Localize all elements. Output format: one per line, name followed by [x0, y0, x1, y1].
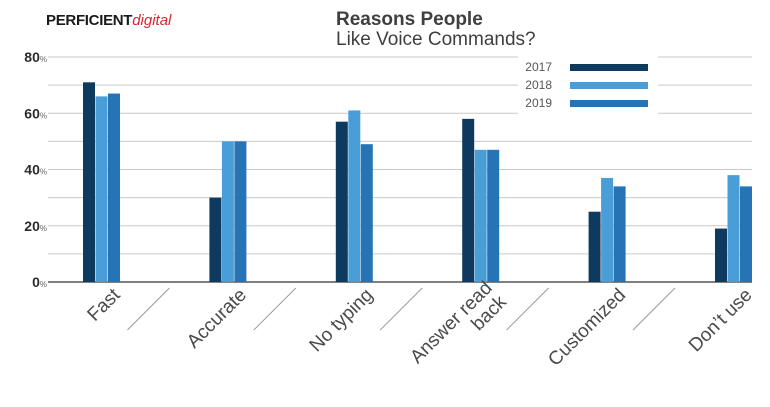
x-axis-labels: Fast Accurate No typing Answer readback Cust…	[84, 277, 757, 382]
bar	[95, 96, 108, 282]
bar	[335, 121, 348, 282]
bar	[348, 110, 361, 282]
category-separator	[506, 287, 549, 331]
chart-subtitle: Like Voice Commands?	[336, 29, 536, 50]
y-tick-label: 80%	[24, 49, 47, 65]
legend: 2017 2018 2019	[518, 53, 658, 116]
bar	[601, 177, 614, 282]
y-tick-label: 60%	[24, 105, 47, 121]
x-tick-label: Answer readback	[406, 277, 511, 382]
bar	[221, 141, 234, 282]
category-separator	[632, 287, 676, 331]
legend-label: 2018	[525, 78, 552, 92]
y-tick-label: 40%	[24, 162, 47, 178]
category-separator	[127, 287, 170, 331]
bar	[474, 149, 487, 282]
y-axis-ticks: 0% 20% 40% 60% 80%	[24, 49, 47, 290]
legend-label: 2019	[525, 96, 552, 110]
bar	[588, 211, 601, 282]
y-tick-label: 20%	[24, 218, 47, 234]
bar	[715, 228, 727, 282]
perficient-digital-logo: PERFICIENTdigital	[46, 12, 171, 29]
logo-sub: digital	[132, 12, 172, 29]
chart-title: Reasons People	[336, 9, 483, 30]
bar	[462, 118, 475, 282]
y-tick-label: 0%	[32, 274, 47, 290]
legend-label: 2017	[525, 60, 552, 74]
legend-swatch	[570, 64, 648, 71]
legend-swatch	[570, 100, 648, 107]
bars	[83, 82, 752, 282]
x-tick-label: Fast	[84, 284, 125, 325]
legend-swatch	[570, 82, 648, 89]
category-separators	[127, 287, 676, 331]
x-tick-label: Accurate	[183, 285, 251, 353]
x-tick-label: Customized	[544, 285, 630, 371]
bar	[727, 175, 740, 282]
bar	[209, 197, 222, 282]
x-tick-label: Don’t use	[685, 285, 757, 357]
x-tick-label: No typing	[306, 285, 378, 357]
chart-title-block: Reasons People Like Voice Commands?	[336, 10, 536, 50]
bar	[740, 186, 752, 282]
bar	[360, 144, 373, 282]
bar	[108, 93, 120, 282]
category-separator	[253, 287, 297, 331]
bar	[613, 186, 626, 282]
logo-brand: PERFICIENT	[46, 12, 133, 29]
bar	[487, 149, 500, 282]
bar	[83, 82, 95, 282]
category-separator	[379, 287, 423, 331]
bar	[234, 141, 247, 282]
